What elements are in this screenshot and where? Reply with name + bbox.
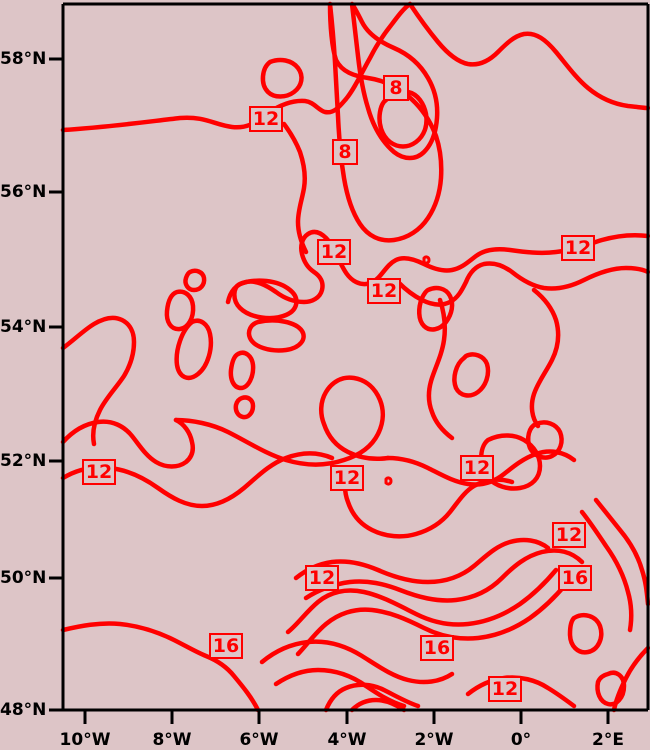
contour-path-16-band-inner <box>295 581 569 657</box>
y-tick-label-50: 50°N <box>0 568 47 588</box>
contour-path-16-lobe-inner <box>273 667 407 709</box>
contour-path-island-2 <box>164 289 196 332</box>
contour-path-island-5 <box>233 395 256 420</box>
contour-path-12-connector <box>385 449 577 487</box>
contour-path-12-east-54 <box>395 261 650 307</box>
contour-label-12: 12 <box>460 455 494 481</box>
y-tick-label-48: 48°N <box>0 700 47 720</box>
plot-area-background <box>63 4 648 710</box>
contour-path-island-1 <box>183 268 207 293</box>
contour-path-loop-se1 <box>567 613 604 655</box>
y-tick-label-52: 52°N <box>0 451 47 471</box>
contour-path-12-bottom <box>465 675 577 709</box>
contour-path-se-edge <box>611 645 650 713</box>
axes-frame <box>61 2 650 712</box>
y-tick-label-54: 54°N <box>0 317 47 337</box>
contour-path-loop-se2 <box>595 670 627 707</box>
contour-path-16-band-outer <box>285 567 559 635</box>
contour-label-16: 16 <box>558 565 592 591</box>
contour-path-12-south-outer <box>303 548 585 603</box>
contour-path-16-southwest <box>60 621 261 713</box>
contour-label-12: 12 <box>561 235 595 261</box>
contour-path-loop-n1 <box>417 285 455 332</box>
contour-path-12-mid-north <box>225 229 650 305</box>
contour-label-12: 12 <box>367 278 401 304</box>
x-tick-label-6: 2°E <box>592 730 624 750</box>
contour-path-8-inner <box>349 1 440 161</box>
contour-path-mid-strand <box>426 297 455 441</box>
x-tick-label-2: 6°W <box>239 730 279 750</box>
contour-path-12-sw-lobe <box>60 417 195 469</box>
y-tick-label-56: 56°N <box>0 182 47 202</box>
contour-label-8: 8 <box>332 139 358 165</box>
contour-label-16: 16 <box>420 635 454 661</box>
contour-path-8-outer <box>327 1 444 243</box>
contour-dot-2 <box>384 476 393 486</box>
x-tick-label-5: 0° <box>510 730 532 750</box>
contour-path-16-lobe <box>259 639 455 685</box>
contour-label-12: 12 <box>82 459 116 485</box>
x-tick-label-3: 4°W <box>327 730 367 750</box>
contour-label-12: 12 <box>330 465 364 491</box>
contour-dot-1 <box>422 255 431 265</box>
contour-path-loop-nw <box>260 57 304 99</box>
contour-path-bottom-nest2 <box>349 697 407 713</box>
contour-path-island-4 <box>228 350 256 391</box>
contour-path-ne-sweep <box>407 1 650 111</box>
contour-label-12: 12 <box>488 676 522 702</box>
contour-path-east-strand <box>529 287 561 429</box>
contour-path-island-3 <box>174 318 214 381</box>
tick-marks <box>49 57 610 724</box>
contour-path-12-east-descent <box>593 497 650 607</box>
contour-path-bottom-nest1 <box>323 682 421 713</box>
contour-path-island-7 <box>246 318 306 353</box>
contour-path-12-branch-nw <box>281 121 309 255</box>
y-tick-label-58: 58°N <box>0 49 47 69</box>
contour-label-16: 16 <box>209 633 243 659</box>
contour-label-12: 12 <box>305 565 339 591</box>
contour-path-west-coast <box>60 315 137 447</box>
contour-path-island-6 <box>232 278 299 321</box>
x-tick-label-0: 10°W <box>59 730 111 750</box>
contour-lines <box>60 1 650 713</box>
x-tick-label-4: 2°W <box>414 730 454 750</box>
contour-label-12: 12 <box>317 239 351 265</box>
contour-path-16-east-descent <box>579 509 634 633</box>
contour-path-12-east-lobe2 <box>526 420 564 460</box>
contour-path-12-central <box>173 375 391 467</box>
contour-label-8: 8 <box>383 75 409 101</box>
x-tick-label-1: 8°W <box>152 730 192 750</box>
contour-label-12: 12 <box>249 106 283 132</box>
contour-path-12-south-main <box>293 537 551 585</box>
contour-path-loop-n2 <box>452 352 491 398</box>
contour-label-12: 12 <box>552 522 586 548</box>
